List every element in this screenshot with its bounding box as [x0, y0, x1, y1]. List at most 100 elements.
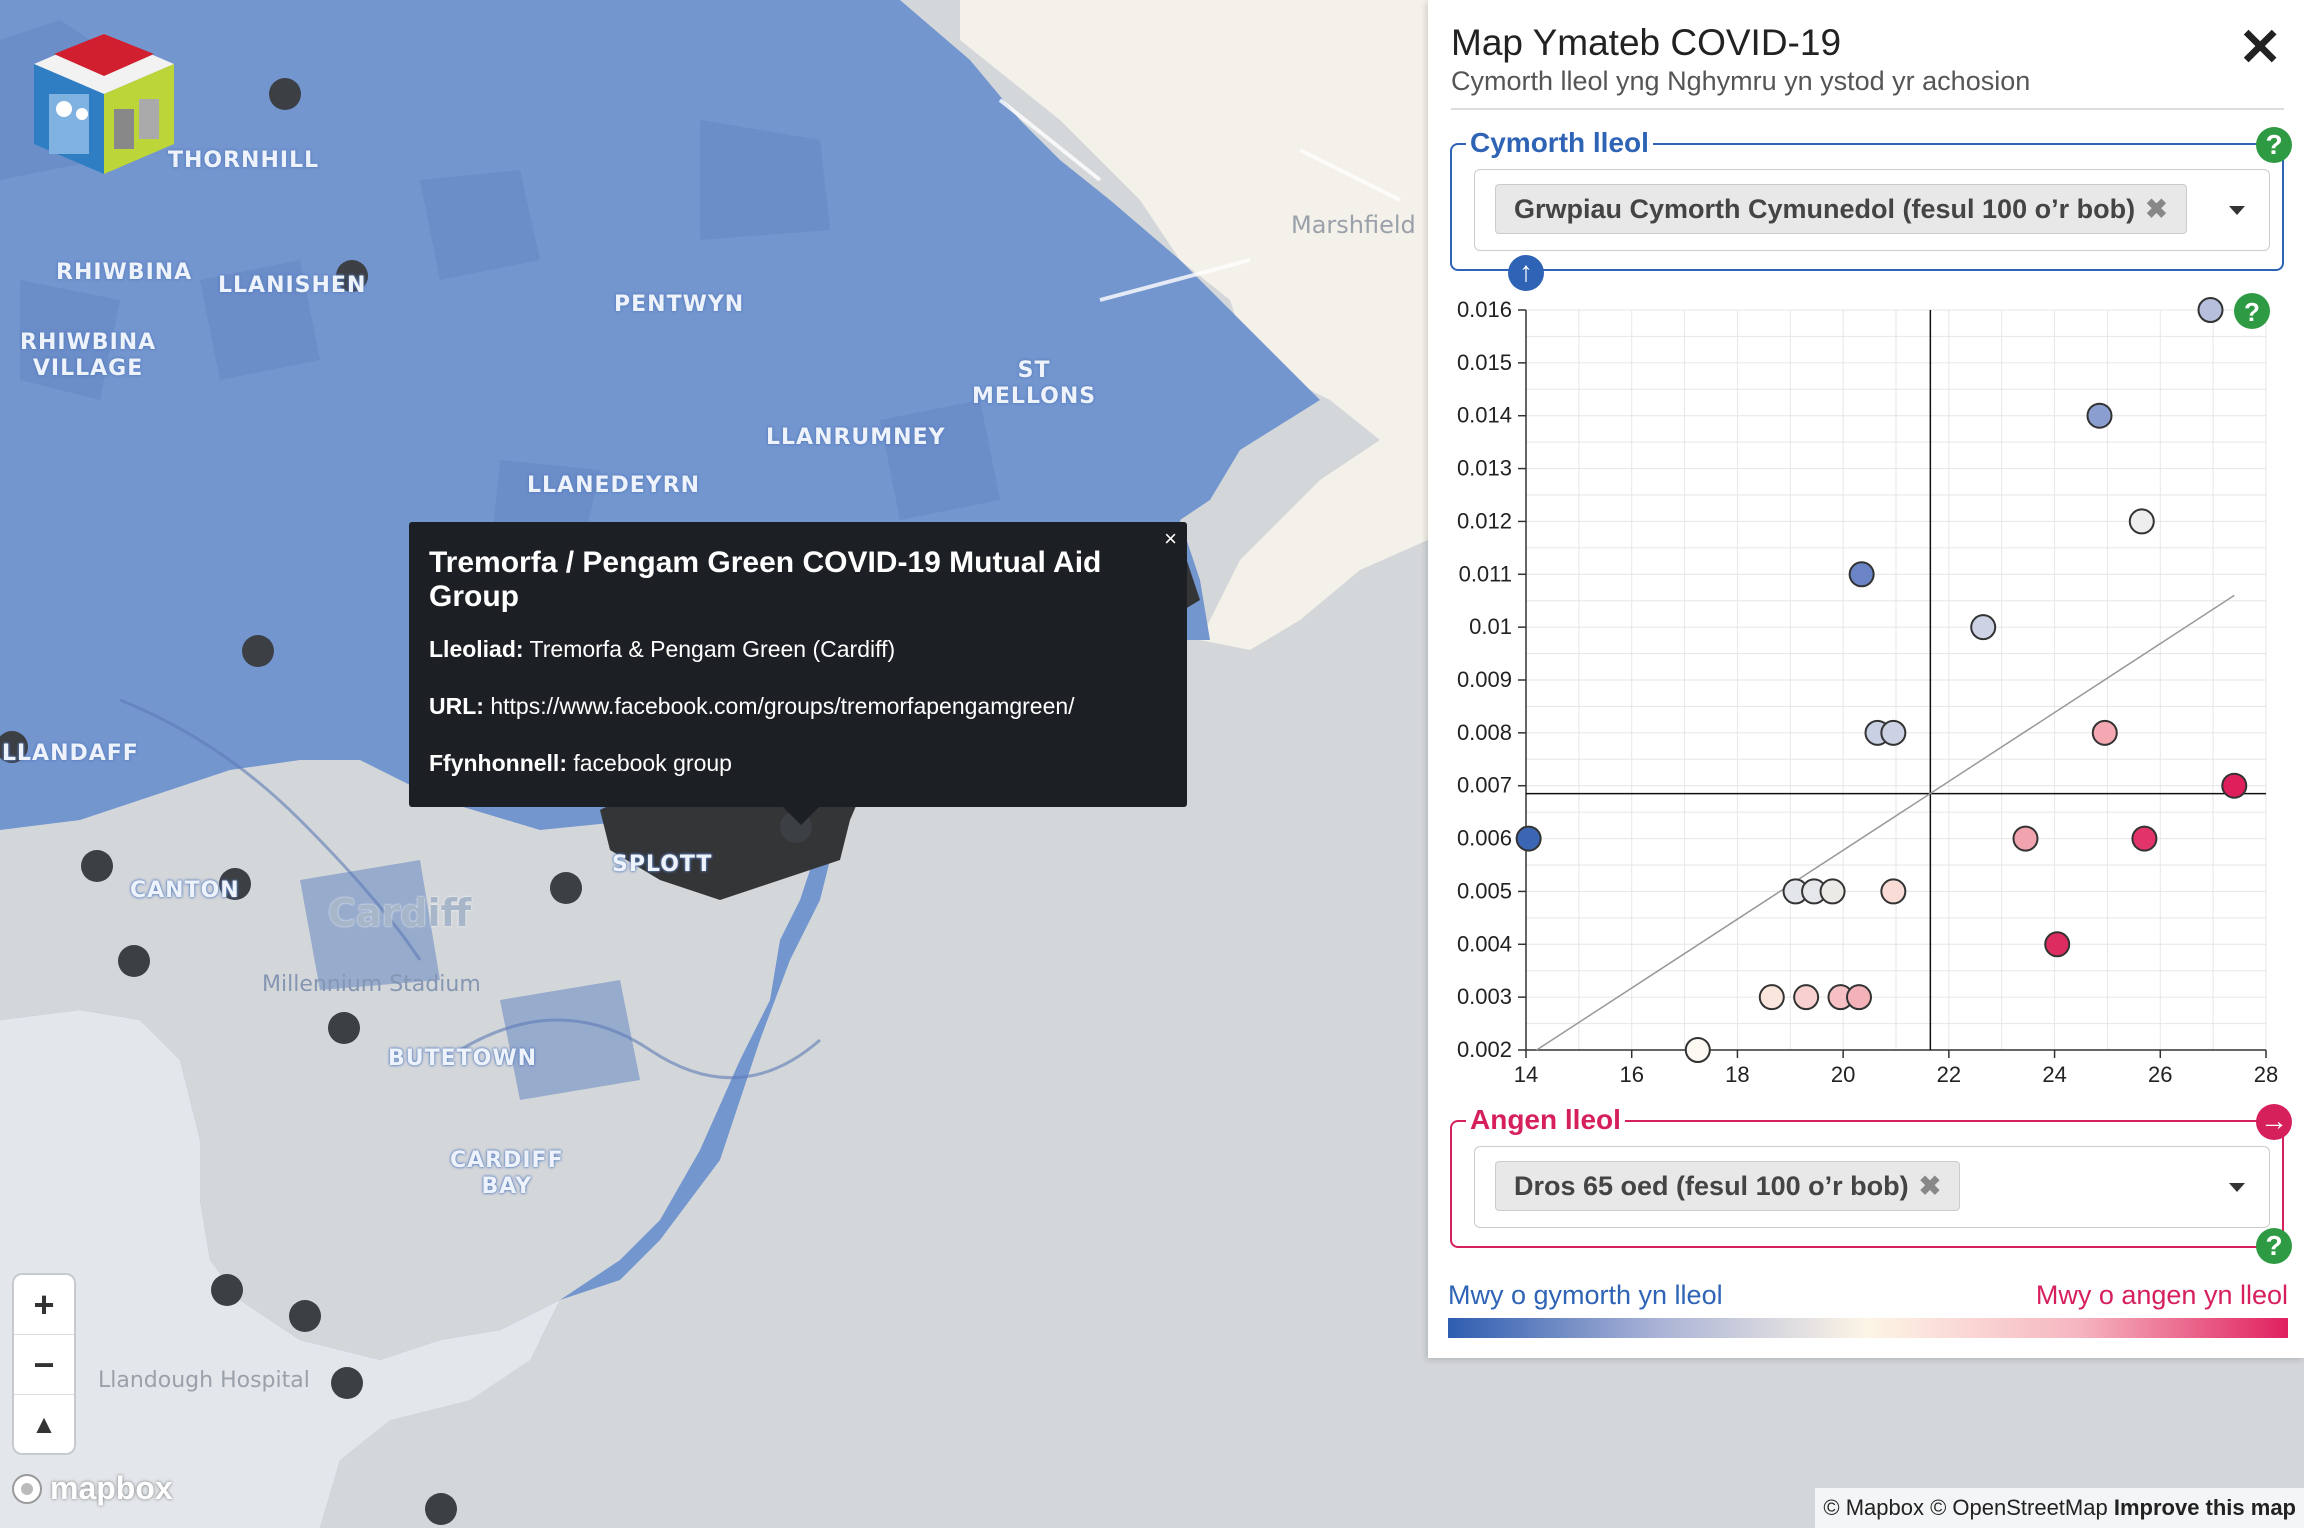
- place-label-splott: SPLOTT: [612, 852, 713, 877]
- popup-source: Ffynhonnell: facebook group: [429, 750, 1167, 777]
- mapbox-logo[interactable]: mapbox: [10, 1470, 173, 1507]
- scale-left-label: Mwy o gymorth yn lleol: [1448, 1280, 1723, 1310]
- side-panel: Map Ymateb COVID-19 Cymorth lleol yng Ng…: [1428, 0, 2304, 1358]
- y-tick-label: 0.005: [1457, 878, 1512, 903]
- x-tick-label: 28: [2254, 1062, 2278, 1087]
- data-point[interactable]: [2221, 772, 2248, 799]
- data-point[interactable]: [2086, 402, 2113, 429]
- map-marker[interactable]: [211, 1274, 243, 1306]
- need-dropdown-caret-icon[interactable]: [2229, 1183, 2245, 1192]
- need-remove-icon[interactable]: ✖: [1918, 1171, 1942, 1201]
- attribution-text[interactable]: © Mapbox © OpenStreetMap: [1823, 1495, 2108, 1520]
- support-fieldset: Cymorth lleol ? Grwpiau Cymorth Cymunedo…: [1450, 127, 2292, 291]
- place-label-canton: CANTON: [130, 878, 240, 903]
- chart-help-icon-glyph: ?: [2244, 297, 2260, 327]
- data-point[interactable]: [2131, 825, 2158, 852]
- data-point[interactable]: [2044, 931, 2071, 958]
- panel-divider: [1451, 108, 2284, 110]
- support-legend: Cymorth lleol: [1466, 127, 1653, 159]
- y-tick-label: 0.01: [1469, 614, 1512, 639]
- chart-help-icon[interactable]: [2234, 293, 2270, 329]
- support-remove-icon[interactable]: ✖: [2145, 194, 2168, 224]
- y-tick-label: 0.004: [1457, 931, 1512, 956]
- place-label-llanedeyrn: LLANEDEYRN: [527, 473, 701, 498]
- arrow-right-icon[interactable]: →: [2256, 1104, 2292, 1140]
- y-tick-label: 0.016: [1457, 297, 1512, 322]
- map-marker[interactable]: [118, 945, 150, 977]
- data-point[interactable]: [2128, 508, 2155, 535]
- panel-subtitle: Cymorth lleol yng Nghymru yn ystod yr ac…: [1451, 66, 2031, 96]
- arrow-up-icon[interactable]: ↑: [1508, 255, 1544, 291]
- map-attribution: © Mapbox © OpenStreetMap Improve this ma…: [1815, 1488, 2304, 1528]
- improve-map-link[interactable]: Improve this map: [2113, 1495, 2296, 1520]
- map-marker[interactable]: [242, 635, 274, 667]
- map-marker[interactable]: [331, 1367, 363, 1399]
- need-fieldset: Angen lleol → Dros 65 oed (fesul 100 o’r…: [1450, 1104, 2292, 1264]
- data-point[interactable]: [1684, 1037, 1711, 1063]
- place-label-llanrumney: LLANRUMNEY: [766, 425, 946, 450]
- panel-title: Map Ymateb COVID-19: [1451, 22, 1842, 63]
- data-point[interactable]: [1880, 878, 1907, 905]
- panel-close-button[interactable]: ✕: [2238, 19, 2282, 77]
- place-label-st-mellons: ST MELLONS: [972, 358, 1097, 409]
- zoom-out-button[interactable]: −: [14, 1335, 74, 1395]
- map-marker[interactable]: [336, 260, 368, 292]
- y-tick-label: 0.015: [1457, 350, 1512, 375]
- y-tick-label: 0.007: [1457, 773, 1512, 798]
- data-point[interactable]: [1970, 614, 1997, 641]
- map-marker[interactable]: [219, 868, 251, 900]
- data-point[interactable]: [1848, 561, 1875, 588]
- map-marker[interactable]: [289, 1300, 321, 1332]
- data-point[interactable]: [1846, 984, 1872, 1011]
- map-marker[interactable]: [81, 850, 113, 882]
- support-dropdown-caret-icon[interactable]: [2229, 206, 2245, 215]
- support-selected-label: Grwpiau Cymorth Cymunedol (fesul 100 o’r…: [1514, 194, 2136, 224]
- x-tick-label: 14: [1514, 1062, 1538, 1087]
- place-label-thornhill: THORNHILL: [168, 148, 320, 173]
- popup-tip: [783, 807, 819, 825]
- y-tick-label: 0.013: [1457, 456, 1512, 481]
- mapbox-logo-text: mapbox: [50, 1470, 173, 1506]
- zoom-in-button[interactable]: +: [14, 1275, 74, 1335]
- y-tick-label: 0.006: [1457, 826, 1512, 851]
- app-logo: [34, 34, 174, 174]
- popup-url-link[interactable]: https://www.facebook.com/groups/tremorfa…: [490, 693, 1075, 719]
- popup-source-value: facebook group: [573, 750, 732, 776]
- data-point[interactable]: [2091, 719, 2118, 746]
- data-point[interactable]: [2012, 825, 2039, 852]
- map-marker[interactable]: [425, 1493, 457, 1525]
- popup-title: Tremorfa / Pengam Green COVID-19 Mutual …: [429, 546, 1102, 613]
- popup-close-button[interactable]: ×: [1164, 526, 1177, 551]
- data-point[interactable]: [1758, 984, 1785, 1011]
- map-marker[interactable]: [550, 872, 582, 904]
- y-tick-label: 0.014: [1457, 403, 1512, 428]
- trend-line: [1536, 594, 2235, 1051]
- support-selected-tag: Grwpiau Cymorth Cymunedol (fesul 100 o’r…: [1495, 184, 2187, 234]
- data-point[interactable]: [1793, 984, 1820, 1011]
- x-tick-label: 22: [1937, 1062, 1961, 1087]
- map-marker[interactable]: [269, 78, 301, 110]
- support-select[interactable]: Grwpiau Cymorth Cymunedol (fesul 100 o’r…: [1474, 169, 2270, 251]
- need-selected-label: Dros 65 oed (fesul 100 o’r bob): [1514, 1171, 1909, 1201]
- need-select[interactable]: Dros 65 oed (fesul 100 o’r bob) ✖: [1474, 1146, 2270, 1228]
- place-label-llandough-hospital: Llandough Hospital: [98, 1368, 310, 1393]
- x-tick-label: 26: [2148, 1062, 2172, 1087]
- map-marker[interactable]: [0, 731, 28, 763]
- map-marker[interactable]: [328, 1012, 360, 1044]
- data-point[interactable]: [1880, 719, 1907, 746]
- data-point[interactable]: [2197, 297, 2224, 323]
- place-label-butetown: BUTETOWN: [388, 1046, 538, 1071]
- map-popup: × Tremorfa / Pengam Green COVID-19 Mutua…: [409, 522, 1187, 825]
- x-tick-label: 18: [1725, 1062, 1749, 1087]
- popup-url-label: URL:: [429, 693, 484, 719]
- data-point[interactable]: [1819, 878, 1846, 905]
- data-point[interactable]: [1515, 825, 1542, 852]
- need-legend: Angen lleol: [1466, 1104, 1625, 1136]
- compass-button[interactable]: ▲: [31, 1409, 57, 1439]
- zoom-controls: + − ▲: [14, 1275, 74, 1453]
- need-help-icon[interactable]: ?: [2256, 1228, 2292, 1264]
- x-tick-label: 20: [1831, 1062, 1855, 1087]
- support-help-icon[interactable]: ?: [2256, 127, 2292, 163]
- y-tick-label: 0.002: [1457, 1037, 1512, 1062]
- color-scale-bar: [1448, 1318, 2288, 1338]
